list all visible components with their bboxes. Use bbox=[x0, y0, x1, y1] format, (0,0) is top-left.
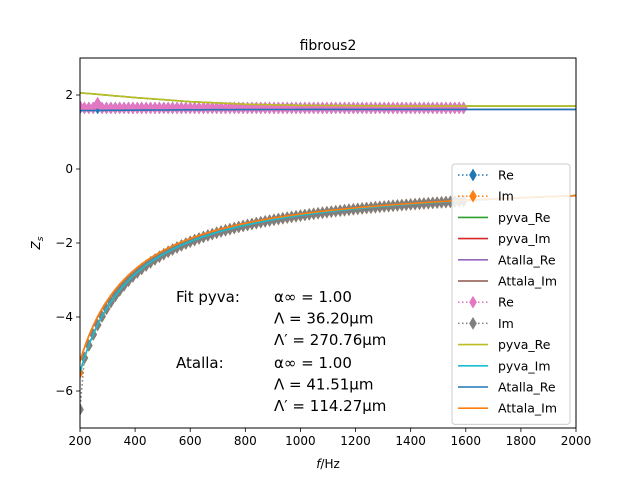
x-axis: 200 400 600 800 1000 1200 1400 1600 1800 2000 bbox=[69, 428, 592, 448]
y-axis-label-var: Z bbox=[29, 240, 43, 250]
x-tick-label: 1000 bbox=[285, 434, 316, 448]
x-tick-label: 1800 bbox=[506, 434, 537, 448]
data-point-6 bbox=[93, 96, 102, 110]
annotation-line-atalla: α∞ = 1.00 bbox=[274, 354, 352, 372]
legend-entry-3: pyva_Im bbox=[458, 231, 551, 246]
annotation-line-fit-pyva: Λ′ = 270.76μm bbox=[274, 331, 386, 349]
x-axis-label: f/Hz bbox=[316, 457, 340, 471]
legend-marker-7 bbox=[469, 316, 477, 330]
legend-label-2: pyva_Re bbox=[498, 210, 551, 225]
y-tick-label: −2 bbox=[55, 236, 73, 250]
legend-label-10: Atalla_Re bbox=[498, 380, 556, 395]
annotation-line-atalla: Λ′ = 114.27μm bbox=[274, 397, 386, 415]
x-axis-label-var: f bbox=[316, 457, 322, 471]
series-atalla-re-10 bbox=[80, 108, 576, 112]
fit-annotations: Fit pyva: α∞ = 1.00 Λ = 36.20μm Λ′ = 270.76… bbox=[176, 288, 386, 415]
x-tick-label: 400 bbox=[124, 434, 147, 448]
legend-label-4: Atalla_Re bbox=[498, 252, 556, 267]
data-point-7 bbox=[80, 403, 84, 416]
y-tick-label: −6 bbox=[55, 384, 73, 398]
legend-label-8: pyva_Re bbox=[498, 337, 551, 352]
legend-label-6: Re bbox=[498, 295, 514, 310]
y-tick-label: 2 bbox=[65, 88, 73, 102]
legend-entry-1: Im bbox=[458, 189, 514, 204]
legend-label-1: Im bbox=[498, 189, 514, 204]
legend-entry-7: Im bbox=[458, 316, 514, 331]
legend-entry-10: Atalla_Re bbox=[458, 380, 556, 395]
y-axis: −6 −4 −2 0 2 bbox=[55, 88, 80, 398]
legend-entry-11: Attala_Im bbox=[458, 401, 557, 416]
legend-entry-2: pyva_Re bbox=[458, 210, 551, 225]
legend-entry-0: Re bbox=[458, 168, 514, 183]
legend-entry-9: pyva_Im bbox=[458, 358, 551, 373]
legend-label-11: Attala_Im bbox=[498, 401, 557, 416]
y-tick-label: 0 bbox=[65, 162, 73, 176]
x-tick-label: 600 bbox=[179, 434, 202, 448]
annotation-line-atalla: Λ = 41.51μm bbox=[274, 376, 373, 394]
chart-title: fibrous2 bbox=[300, 38, 357, 54]
x-tick-label: 2000 bbox=[561, 434, 592, 448]
legend-entry-6: Re bbox=[458, 295, 514, 310]
legend-marker-1 bbox=[469, 189, 477, 203]
y-axis-label-sub: s bbox=[36, 236, 46, 241]
y-tick-label: −4 bbox=[55, 310, 73, 324]
legend-marker-6 bbox=[469, 295, 477, 309]
annotation-line-fit-pyva: Λ = 36.20μm bbox=[274, 310, 373, 328]
legend-marker-0 bbox=[469, 168, 477, 182]
legend-label-7: Im bbox=[498, 316, 514, 331]
series-pyva-re-8 bbox=[80, 92, 576, 107]
y-axis-label: Zs bbox=[29, 236, 46, 250]
x-tick-label: 200 bbox=[69, 434, 92, 448]
annotation-fit-pyva: Fit pyva: α∞ = 1.00 Λ = 36.20μm Λ′ = 270.76… bbox=[176, 288, 386, 349]
x-tick-label: 1400 bbox=[395, 434, 426, 448]
legend-entry-8: pyva_Re bbox=[458, 337, 551, 352]
x-tick-label: 1600 bbox=[451, 434, 482, 448]
legend-label-3: pyva_Im bbox=[498, 231, 551, 246]
legend-label-9: pyva_Im bbox=[498, 358, 551, 373]
x-tick-label: 800 bbox=[234, 434, 257, 448]
legend-box bbox=[451, 163, 571, 425]
annotation-atalla: Atalla: α∞ = 1.00 Λ = 41.51μm Λ′ = 114.27μm bbox=[176, 354, 386, 415]
series-line-8 bbox=[80, 92, 576, 107]
legend-label-5: Attala_Im bbox=[498, 274, 557, 289]
legend-entry-4: Atalla_Re bbox=[458, 252, 556, 267]
legend: Re Im pyva_Re pyva_Im Atalla_Re Attala_Im Re Im… bbox=[451, 163, 571, 425]
annotation-heading-atalla: Atalla: bbox=[176, 354, 224, 372]
annotation-heading-fit-pyva: Fit pyva: bbox=[176, 288, 240, 306]
annotation-line-fit-pyva: α∞ = 1.00 bbox=[274, 288, 352, 306]
legend-entry-5: Attala_Im bbox=[458, 274, 557, 289]
x-axis-label-unit: /Hz bbox=[320, 457, 339, 471]
x-tick-label: 1200 bbox=[340, 434, 371, 448]
series-line-10 bbox=[80, 108, 576, 112]
legend-label-0: Re bbox=[498, 168, 514, 183]
